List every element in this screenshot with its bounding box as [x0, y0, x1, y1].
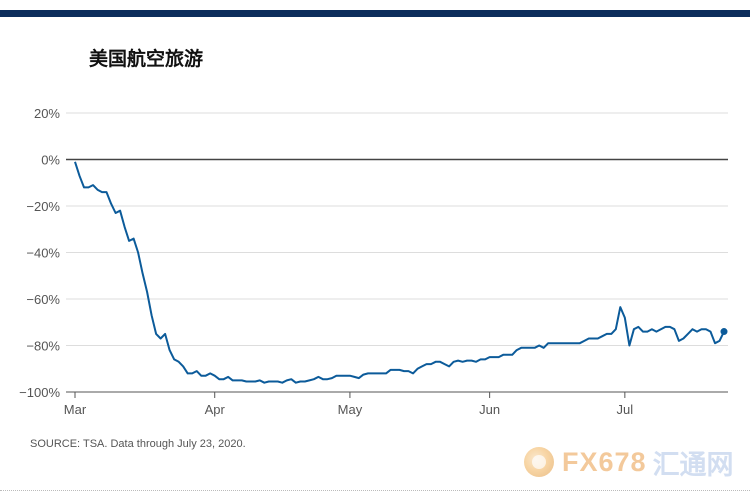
- chart: 20% 0% −20% −40% −60% −80% −100% Mar Apr May Jun J…: [19, 106, 728, 417]
- y-tick-label: −80%: [26, 339, 60, 354]
- x-axis: Mar Apr May Jun Jul: [64, 392, 633, 417]
- y-tick-label: 0%: [41, 153, 60, 168]
- last-point-marker: [720, 328, 728, 336]
- bottom-divider: [0, 490, 750, 491]
- watermark: FX678 汇通网: [524, 444, 734, 481]
- gridlines: [66, 112, 728, 393]
- x-tick-label: Apr: [205, 402, 226, 417]
- y-tick-label: −60%: [26, 292, 60, 307]
- series-group: [74, 161, 728, 384]
- chart-title: 美国航空旅游: [89, 48, 204, 70]
- watermark-brand: FX678: [562, 446, 647, 477]
- y-tick-label: −100%: [19, 385, 60, 400]
- x-tick-label: Jul: [617, 402, 634, 417]
- y-tick-label: 20%: [34, 106, 60, 121]
- series-line: [74, 161, 725, 384]
- y-axis-labels: 20% 0% −20% −40% −60% −80% −100%: [19, 106, 60, 400]
- y-tick-label: −40%: [26, 246, 60, 261]
- top-accent-bar: [0, 10, 750, 17]
- y-tick-label: −20%: [26, 199, 60, 214]
- x-tick-label: Jun: [479, 402, 500, 417]
- x-tick-label: Mar: [64, 402, 87, 417]
- watermark-cn: 汇通网: [652, 449, 734, 481]
- watermark-logo-icon: [524, 447, 554, 477]
- source-note: SOURCE: TSA. Data through July 23, 2020.: [30, 438, 246, 450]
- x-tick-label: May: [338, 402, 363, 417]
